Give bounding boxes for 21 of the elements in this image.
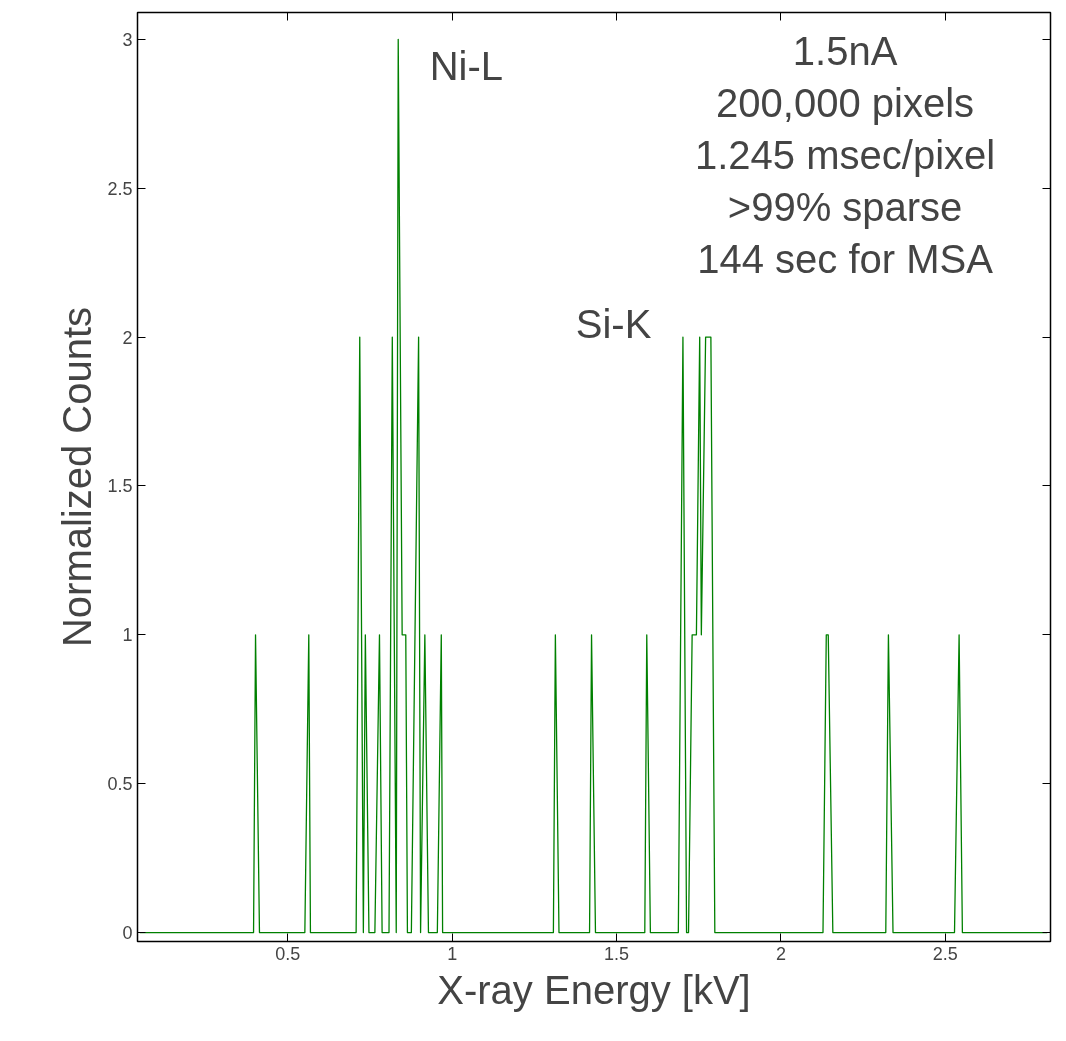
annotation: 144 sec for MSA	[697, 237, 994, 282]
y-tick-label: 2	[122, 327, 133, 348]
x-tick-label: 1.5	[604, 943, 630, 964]
y-axis-title: Normalized Counts	[55, 306, 100, 648]
y-tick-label: 1.5	[107, 476, 133, 497]
y-tick-label: 2.5	[107, 178, 133, 199]
y-tick-label: 0.5	[107, 774, 133, 795]
annotation: Ni-L	[429, 44, 503, 89]
annotation: 1.245 msec/pixel	[695, 132, 996, 177]
x-tick-label: 1	[447, 943, 458, 964]
annotation: 200,000 pixels	[716, 80, 975, 125]
annotation: >99% sparse	[727, 185, 963, 230]
x-tick-label: 0.5	[275, 943, 301, 964]
y-tick-label: 0	[122, 923, 133, 944]
x-tick-label: 2	[775, 943, 786, 964]
annotation: 1.5nA	[792, 28, 898, 73]
y-tick-label: 1	[122, 625, 133, 646]
x-tick-label: 2.5	[932, 943, 958, 964]
annotation: Si-K	[575, 301, 652, 346]
y-tick-label: 3	[122, 29, 133, 50]
x-axis-title: X-ray Energy [kV]	[437, 967, 751, 1012]
